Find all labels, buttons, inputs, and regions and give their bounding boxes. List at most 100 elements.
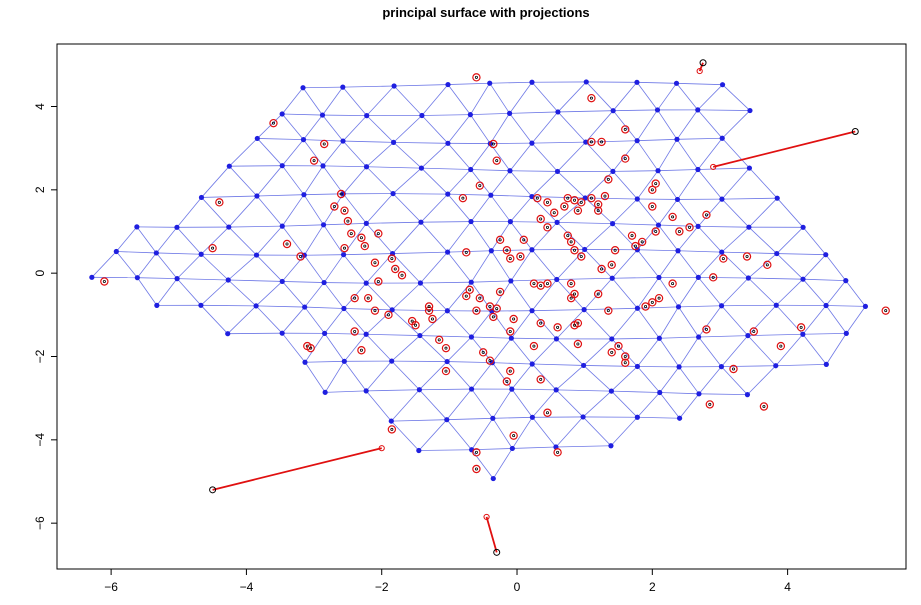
projection-point	[776, 341, 786, 351]
surface-mesh	[91, 81, 866, 479]
mesh-edge	[747, 365, 777, 395]
projection-point	[648, 202, 657, 211]
mesh-node	[418, 165, 425, 171]
mesh-edge	[776, 253, 826, 256]
projection-point	[577, 252, 586, 261]
mesh-edge	[325, 390, 367, 393]
mesh-edge	[200, 279, 229, 306]
data-point	[573, 292, 577, 296]
mesh-node	[341, 305, 347, 312]
projection-point	[374, 277, 383, 286]
mesh-node	[744, 392, 751, 398]
projection-point	[492, 304, 501, 313]
mesh-edge	[391, 419, 447, 422]
mesh-edge	[256, 305, 305, 308]
projection-point	[374, 229, 383, 238]
mesh-edge	[343, 282, 367, 309]
mesh-edge	[721, 335, 749, 367]
mesh-node	[322, 389, 328, 395]
y-tick-label: 4	[33, 103, 47, 110]
mesh-edge	[471, 336, 493, 363]
data-point	[573, 248, 577, 252]
x-axis: −6 −4 −2 0 2 4	[104, 569, 791, 594]
mesh-edge	[532, 389, 557, 418]
y-axis: −6 −4 −2 0 2 4	[33, 103, 57, 530]
mesh-edge	[491, 280, 512, 312]
mesh-edge	[116, 226, 138, 252]
residual-lines	[212, 62, 856, 553]
mesh-edge	[324, 308, 345, 334]
projection-point	[495, 287, 505, 297]
mesh-edge	[176, 227, 202, 255]
data-points	[100, 59, 890, 556]
mesh-edge	[698, 335, 748, 338]
mesh-edge	[556, 277, 613, 280]
mesh-edge	[420, 193, 449, 223]
mesh-edge	[531, 249, 558, 280]
mesh-edge	[747, 304, 777, 336]
mesh-node	[655, 222, 662, 228]
mesh-edge	[471, 388, 494, 419]
mesh-edge	[776, 253, 804, 280]
mesh-node	[506, 110, 513, 116]
mesh-node	[608, 443, 614, 449]
mesh-edge	[470, 221, 492, 251]
mesh-node	[746, 165, 753, 171]
projection-point	[604, 306, 613, 315]
mesh-edge	[636, 170, 659, 200]
projection-point	[566, 237, 576, 247]
mesh-node	[363, 164, 370, 170]
mesh-edge	[342, 140, 394, 143]
data-point	[532, 282, 536, 286]
mesh-edge	[303, 139, 324, 167]
data-point	[711, 275, 715, 279]
mesh-edge	[447, 169, 471, 195]
mesh-edge	[698, 277, 722, 307]
mesh-edge	[612, 223, 659, 226]
projection-point	[654, 293, 664, 303]
projection-point	[719, 254, 728, 263]
mesh-edge	[304, 254, 344, 256]
mesh-node	[610, 168, 616, 175]
mesh-edge	[391, 309, 421, 336]
mesh-edge	[511, 388, 557, 391]
mesh-node	[529, 414, 535, 420]
data-point	[623, 361, 627, 365]
mesh-edge	[611, 390, 660, 393]
data-point	[633, 244, 637, 248]
mesh-edge	[637, 249, 660, 278]
mesh-edge	[510, 221, 533, 251]
mesh-edge	[227, 279, 257, 307]
projection-point	[424, 306, 434, 315]
x-tick-label: −2	[375, 580, 389, 594]
mesh-edge	[613, 109, 658, 112]
mesh-edge	[556, 249, 585, 280]
projection-point	[577, 198, 586, 207]
mesh-node	[674, 136, 680, 142]
data-point	[508, 329, 512, 333]
projection-point	[702, 325, 711, 334]
mesh-edge	[721, 167, 750, 200]
mesh-edge	[366, 223, 393, 254]
data-point	[579, 254, 583, 258]
mesh-edge	[281, 225, 305, 256]
projection-point	[309, 156, 319, 165]
mesh-edge	[116, 251, 157, 254]
projection-point	[587, 93, 596, 103]
data-point	[884, 309, 888, 313]
projection-point	[472, 448, 481, 457]
mesh-edge	[420, 281, 472, 284]
mesh-edge	[659, 366, 680, 393]
mesh-node	[134, 275, 140, 281]
projection-point	[637, 237, 647, 247]
projection-point	[330, 202, 339, 211]
residual-line	[712, 130, 856, 168]
mesh-edge	[256, 195, 283, 227]
mesh-node	[363, 331, 369, 337]
mesh-edge	[323, 193, 344, 226]
mesh-edge	[304, 282, 325, 308]
projection-point	[475, 293, 485, 303]
mesh-edge	[678, 366, 700, 395]
data-point	[346, 219, 350, 223]
data-point	[390, 427, 394, 431]
